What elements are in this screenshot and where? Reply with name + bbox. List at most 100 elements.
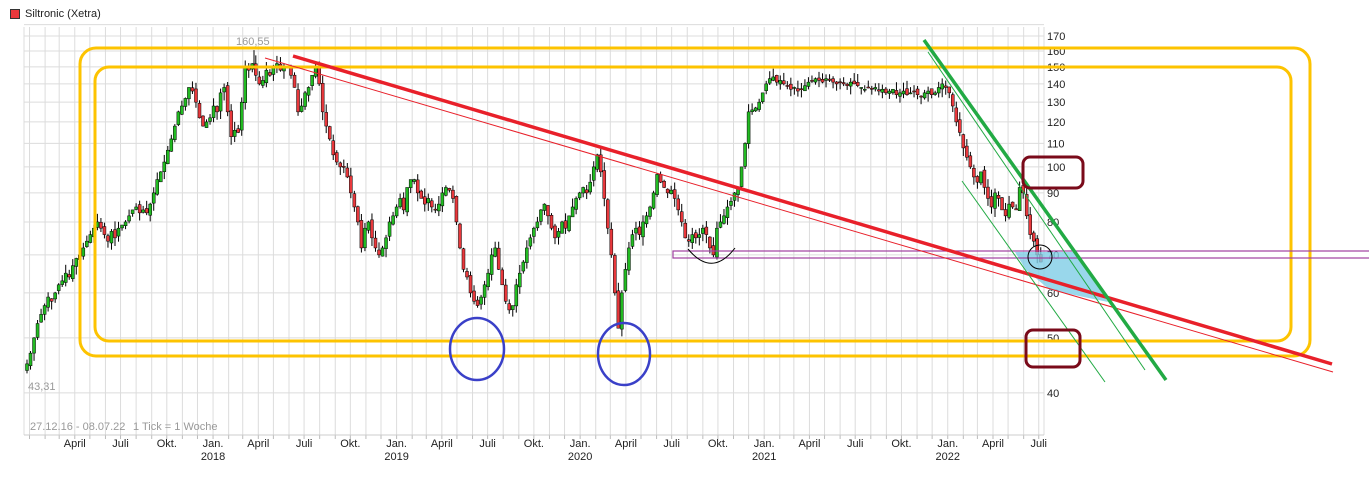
candle-body bbox=[222, 87, 226, 93]
candle-body bbox=[929, 88, 934, 95]
candle-body bbox=[880, 88, 885, 93]
candle-body bbox=[1003, 209, 1008, 217]
downtrend-line-thin bbox=[264, 57, 1334, 373]
candle-body bbox=[387, 221, 392, 237]
candle-body bbox=[232, 130, 237, 137]
candle-body bbox=[936, 87, 941, 94]
candle-body bbox=[810, 80, 814, 82]
candle-body bbox=[655, 174, 659, 195]
candle-body bbox=[500, 269, 504, 286]
annotations bbox=[78, 38, 1369, 387]
candle-body bbox=[35, 323, 40, 338]
candle-body bbox=[778, 80, 783, 85]
candle-body bbox=[39, 314, 43, 323]
candle-body bbox=[595, 154, 599, 170]
candle-body bbox=[972, 168, 976, 178]
high-label: 160,55 bbox=[236, 36, 270, 48]
candle-body bbox=[327, 126, 332, 140]
candle-body bbox=[239, 101, 244, 131]
candle-body bbox=[905, 88, 909, 95]
candle-body bbox=[873, 87, 878, 90]
candle-body bbox=[641, 221, 645, 238]
candle-body bbox=[859, 87, 863, 89]
candle-body bbox=[377, 249, 381, 256]
candle-body bbox=[912, 90, 916, 93]
candle-body bbox=[961, 134, 966, 149]
y-tick-label: 50 bbox=[1047, 333, 1059, 345]
candle-body bbox=[989, 196, 994, 208]
candle-body bbox=[176, 111, 181, 125]
candle-body bbox=[194, 88, 198, 103]
candle-body bbox=[806, 81, 811, 87]
candle-body bbox=[1031, 232, 1036, 242]
candle-body bbox=[898, 92, 902, 97]
candle-body bbox=[940, 83, 944, 90]
candle-body bbox=[56, 284, 61, 291]
candle-body bbox=[67, 274, 71, 278]
x-year-label: 2022 bbox=[935, 451, 959, 463]
candle-body bbox=[549, 214, 554, 229]
candle-body bbox=[236, 128, 240, 133]
candle-body bbox=[85, 240, 89, 247]
chart-legend: Siltronic (Xetra) bbox=[10, 8, 101, 20]
candle-body bbox=[60, 280, 64, 285]
candle-body bbox=[687, 239, 691, 242]
x-tick-label: Okt. bbox=[524, 438, 544, 450]
candle-body bbox=[398, 198, 402, 208]
candle-body bbox=[697, 234, 702, 238]
candle-body bbox=[968, 155, 973, 168]
candle-body bbox=[658, 174, 663, 183]
candle-body bbox=[204, 121, 209, 128]
legend-label: Siltronic (Xetra) bbox=[25, 8, 101, 20]
candle-body bbox=[648, 206, 652, 217]
candle-body bbox=[634, 227, 638, 234]
x-tick-label: Jan. bbox=[203, 438, 224, 450]
candle-body bbox=[338, 162, 343, 168]
candle-body bbox=[567, 215, 571, 231]
candles bbox=[25, 50, 1043, 374]
x-year-label: 2020 bbox=[568, 451, 592, 463]
candle-body bbox=[42, 305, 47, 315]
candle-body bbox=[739, 166, 744, 187]
candle-body bbox=[454, 196, 459, 223]
candle-body bbox=[708, 236, 712, 249]
candle-body bbox=[187, 87, 191, 100]
candle-body bbox=[669, 189, 673, 194]
x-tick-label: April bbox=[247, 438, 269, 450]
x-tick-label: April bbox=[615, 438, 637, 450]
candle-body bbox=[722, 215, 726, 224]
y-tick-label: 90 bbox=[1047, 188, 1059, 200]
x-year-label: 2019 bbox=[384, 451, 408, 463]
candle-body bbox=[785, 85, 790, 87]
candle-body bbox=[789, 83, 793, 90]
x-tick-label: April bbox=[798, 438, 820, 450]
candle-body bbox=[753, 107, 758, 112]
candle-body bbox=[599, 154, 603, 173]
candle-body bbox=[539, 209, 543, 222]
interval-label: 1 Tick = 1 Woche bbox=[133, 421, 217, 433]
candle-body bbox=[320, 83, 325, 113]
candle-body bbox=[760, 92, 765, 102]
candle-body bbox=[820, 78, 825, 83]
candle-body bbox=[292, 74, 297, 88]
candle-body bbox=[496, 247, 501, 270]
candle-body bbox=[144, 208, 149, 214]
candle-body bbox=[401, 197, 406, 211]
candle-body bbox=[947, 86, 951, 94]
candle-body bbox=[349, 175, 353, 194]
candle-body bbox=[813, 78, 818, 83]
candle-body bbox=[841, 82, 846, 85]
x-tick-label: Jan. bbox=[937, 438, 958, 450]
candle-body bbox=[366, 221, 371, 231]
candle-body bbox=[479, 296, 483, 305]
candle-body bbox=[767, 78, 772, 84]
candle-body bbox=[584, 189, 589, 194]
support-zone-outer bbox=[78, 46, 1312, 358]
candle-body bbox=[461, 248, 466, 270]
x-tick-label: Okt. bbox=[340, 438, 360, 450]
candle-body bbox=[159, 171, 163, 183]
candle-body bbox=[577, 192, 582, 199]
candle-body bbox=[331, 140, 335, 156]
low-label: 43,31 bbox=[28, 381, 56, 393]
